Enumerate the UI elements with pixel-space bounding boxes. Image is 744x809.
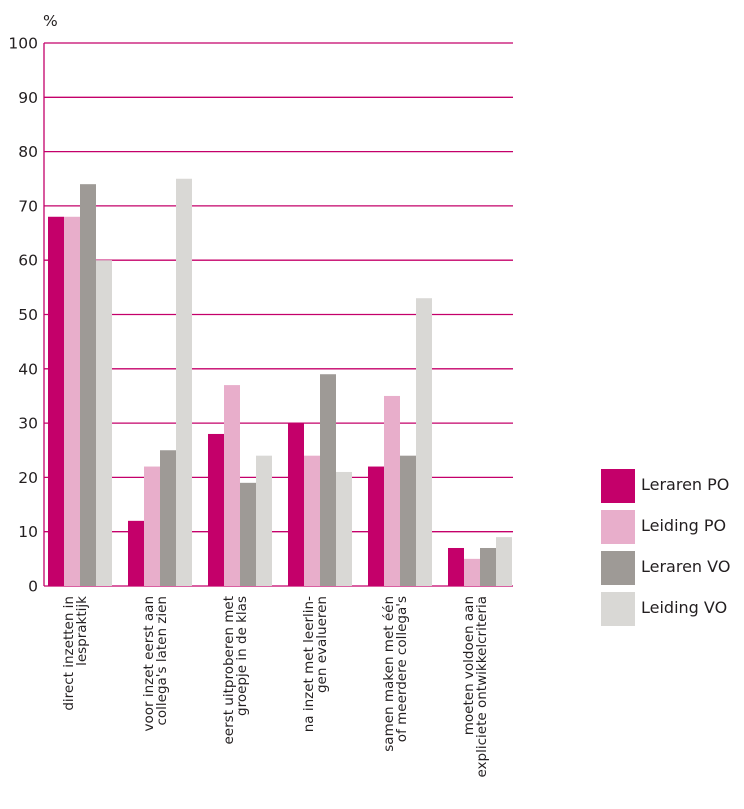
bar-leraren-po	[128, 520, 144, 586]
x-tick-label-line: groepje in de klas	[234, 596, 250, 716]
bar-leraren-po	[208, 433, 224, 586]
x-tick-label-line: voor inzet eerst aan	[141, 596, 157, 732]
legend-swatch	[601, 469, 635, 503]
gridlines	[43, 42, 513, 587]
bar-leraren-po	[448, 547, 464, 586]
bar-leraren-vo	[320, 374, 336, 586]
y-tick-label: 100	[8, 35, 38, 53]
legend-label: Leraren PO	[641, 475, 730, 494]
bar-leraren-po	[368, 466, 384, 586]
bar-leiding-po	[144, 466, 160, 586]
x-tick-label-line: gen evalueren	[314, 596, 330, 693]
bars	[48, 178, 512, 586]
x-tick-label-line: moeten voldoen aan	[461, 596, 477, 735]
x-axis-category-labels: direct inzetten inlespraktijk voor inzet …	[61, 596, 490, 778]
x-tick-label: samen maken met éénof meerdere collega's	[381, 596, 410, 752]
bar-leiding-vo	[176, 178, 192, 586]
x-tick-label-line: na inzet met leerlin-	[301, 596, 317, 732]
bar-leraren-vo	[400, 455, 416, 586]
y-tick-label: 0	[28, 578, 38, 596]
legend-label: Leiding PO	[641, 516, 727, 535]
bar-leiding-po	[464, 558, 480, 586]
y-tick-label: 20	[18, 469, 38, 487]
legend-label: Leraren VO	[641, 557, 731, 576]
x-tick-label-line: of meerdere collega's	[394, 596, 410, 742]
bar-leiding-po	[224, 385, 240, 586]
bar-leiding-vo	[96, 260, 112, 586]
bar-leiding-po	[64, 216, 80, 586]
legend-item-leiding-po: Leiding PO	[601, 510, 744, 544]
legend-swatch	[601, 592, 635, 626]
bar-leraren-vo	[240, 482, 256, 586]
x-tick-label: na inzet met leerlin-gen evalueren	[301, 596, 330, 732]
y-tick-label: 60	[18, 252, 38, 270]
legend-item-leraren-vo: Leraren VO	[601, 551, 744, 585]
x-tick-label: voor inzet eerst aancollega's laten zien	[141, 596, 170, 732]
y-tick-label: 10	[18, 523, 38, 541]
y-tick-label: 50	[18, 306, 38, 324]
x-tick-label-line: samen maken met één	[381, 596, 397, 752]
x-tick-label: moeten voldoen aanexpliciete ontwikkelcr…	[461, 596, 490, 778]
legend-swatch	[601, 510, 635, 544]
legend-item-leraren-po: Leraren PO	[601, 469, 744, 503]
y-tick-label: 30	[18, 415, 38, 433]
legend-swatch	[601, 551, 635, 585]
bar-leiding-vo	[416, 298, 432, 586]
bar-leiding-po	[384, 395, 400, 586]
bar-leiding-vo	[496, 537, 512, 586]
x-tick-label: eerst uitproberen metgroepje in de klas	[221, 596, 250, 745]
y-axis-tick-labels: 0 10 20 30 40 50 60 70 80 90 100	[8, 35, 38, 596]
y-tick-label: 40	[18, 360, 38, 378]
y-tick-label: 80	[18, 143, 38, 161]
bar-leraren-vo	[160, 450, 176, 586]
x-tick-label-line: lespraktijk	[74, 596, 90, 666]
x-tick-label-line: collega's laten zien	[154, 596, 170, 726]
bar-leiding-vo	[336, 471, 352, 586]
legend-item-leiding-vo: Leiding VO	[601, 592, 744, 626]
bar-leiding-vo	[256, 455, 272, 586]
bar-leraren-po	[48, 216, 64, 586]
y-axis-label: %	[43, 12, 58, 30]
bar-leraren-po	[288, 423, 304, 586]
y-tick-label: 70	[18, 197, 38, 215]
legend-label: Leiding VO	[641, 598, 728, 617]
bar-leiding-po	[304, 455, 320, 586]
x-tick-label: direct inzetten inlespraktijk	[61, 596, 90, 711]
x-tick-label-line: direct inzetten in	[61, 596, 77, 711]
bar-leraren-vo	[80, 184, 96, 586]
y-tick-label: 90	[18, 89, 38, 107]
bar-leraren-vo	[480, 547, 496, 586]
x-tick-label-line: eerst uitproberen met	[221, 596, 237, 745]
x-tick-label-line: expliciete ontwikkelcriteria	[474, 596, 490, 778]
